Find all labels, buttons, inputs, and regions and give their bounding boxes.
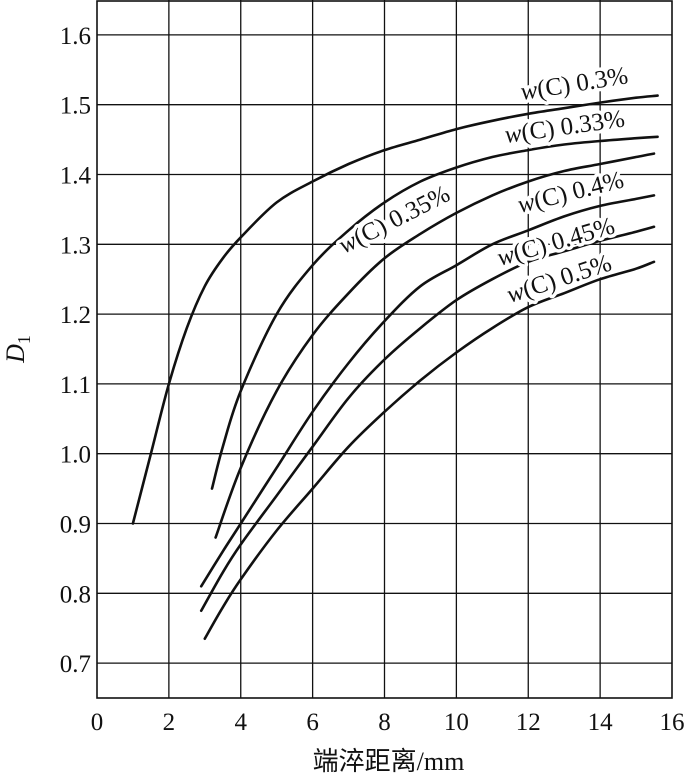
- y-tick-label: 1.6: [60, 23, 91, 50]
- y-tick-label: 1.3: [60, 232, 91, 259]
- x-tick-label: 16: [660, 709, 685, 736]
- y-tick-labels: 0.7 0.8 0.9 1.0 1.1 1.2 1.3 1.4 1.5 1.6: [60, 23, 92, 678]
- y-tick-label: 0.9: [60, 512, 91, 539]
- y-axis-title-main: D: [1, 344, 30, 364]
- plot-frame: [96, 0, 673, 699]
- series-curves: [131, 94, 659, 640]
- x-axis-title: 端淬距离/mm: [313, 747, 465, 776]
- x-tick-label: 0: [91, 709, 104, 736]
- x-tick-label: 12: [516, 709, 541, 736]
- x-tick-label: 4: [235, 709, 248, 736]
- x-tick-label: 2: [163, 709, 176, 736]
- series-line: [203, 260, 656, 640]
- x-tick-label: 10: [444, 709, 469, 736]
- y-axis-title-subscript: 1: [14, 335, 34, 344]
- y-tick-label: 1.2: [60, 302, 91, 329]
- series-labels: w(C) 0.3%w(C) 0.3%w(C) 0.33%w(C) 0.33%w(…: [331, 59, 633, 312]
- y-tick-label: 0.7: [60, 651, 91, 678]
- x-tick-label: 8: [378, 709, 391, 736]
- series-line: [199, 225, 656, 613]
- series-label: w(C) 0.35%: [334, 180, 454, 259]
- y-tick-label: 1.1: [60, 372, 91, 399]
- series-label: w(C) 0.3%: [519, 62, 630, 106]
- series-line: [199, 194, 656, 588]
- x-tick-labels: 0 2 4 6 8 10 12 14 16: [91, 709, 685, 736]
- y-tick-label: 1.5: [60, 93, 91, 120]
- series-line: [131, 94, 659, 525]
- x-tick-label: 14: [588, 709, 614, 736]
- series-line: [214, 152, 656, 539]
- y-tick-label: 1.4: [60, 163, 92, 190]
- y-axis-title: D1: [1, 335, 34, 364]
- y-tick-label: 0.8: [60, 581, 91, 608]
- grid: [97, 0, 672, 698]
- series-label: w(C) 0.33%: [503, 105, 626, 149]
- series-line: [210, 135, 659, 490]
- y-tick-label: 1.0: [60, 442, 91, 469]
- x-tick-label: 6: [306, 709, 319, 736]
